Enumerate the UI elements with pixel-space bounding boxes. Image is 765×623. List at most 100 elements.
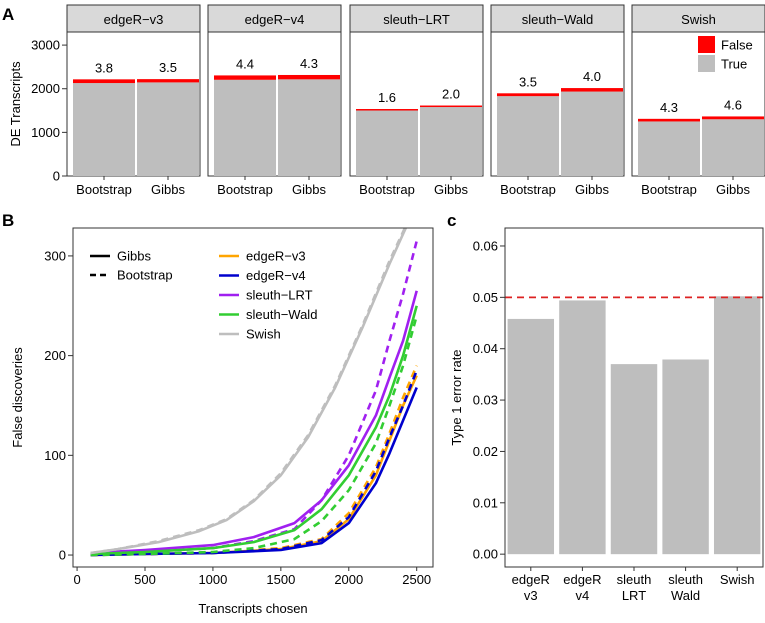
panel-b-y-tick-label: 200 (44, 348, 66, 363)
panel-b-y-tick-label: 100 (44, 448, 66, 463)
panel-a-y-tick-label: 0 (53, 169, 60, 184)
panel-b-x-tick-label: 1500 (266, 572, 295, 587)
facet-sleuth-wald-bar-true-gibbs (561, 91, 623, 176)
panel-c-y-tick-label: 0.03 (473, 393, 498, 408)
facet-edger-v3-bar-false-gibbs (137, 79, 199, 83)
panel-c-bar-edger-v4 (559, 300, 606, 555)
panel-c-bar-edger-v3 (507, 318, 555, 555)
panel-label-c: c (447, 211, 456, 230)
panel-a-y-tick-label: 2000 (31, 81, 60, 96)
series-line-swish-bootstrap (90, 228, 407, 555)
panel-c-bar-swish (713, 296, 761, 555)
facet-sleuth-lrt-bar-false-bootstrap (356, 109, 418, 111)
panel-c-x-tick-label-line2: v3 (524, 588, 538, 603)
facet-edger-v3-strip (66, 4, 201, 33)
panel-a-y-tick-label: 3000 (31, 38, 60, 53)
facet-edger-v3-bar-true-bootstrap (73, 83, 135, 176)
color-legend-label-edger-v3: edgeR−v3 (246, 249, 306, 264)
linetype-legend-label-bootstrap: Bootstrap (117, 268, 173, 283)
series-line-edger-v3-gibbs (90, 375, 418, 557)
series-line-edger-v3-bootstrap (90, 365, 418, 557)
panel-b-x-tick-label: 2000 (334, 572, 363, 587)
panel-b-y-tick-label: 0 (59, 548, 66, 563)
panel-a-faceted-bar-chart: DE Transcripts 0 1000 2000 3000 edgeR−v3 3.8 Bo… (8, 4, 765, 197)
facet-edger-v4-bar-true-gibbs (278, 79, 340, 176)
panel-a-y-tick-label: 1000 (31, 125, 60, 140)
facet-sleuth-wald-data-label-bootstrap: 3.5 (519, 74, 537, 89)
facet-edger-v4-x-tick-label-bootstrap: Bootstrap (217, 182, 273, 197)
facet-sleuth-wald-data-label-gibbs: 4.0 (583, 69, 601, 84)
panel-c-x-tick-label-line1: edgeR (563, 572, 601, 587)
facet-sleuth-lrt-x-tick-label-gibbs: Gibbs (434, 182, 468, 197)
facet-sleuth-wald-x-tick-label-gibbs: Gibbs (575, 182, 609, 197)
facet-sleuth-lrt-strip-title: sleuth−LRT (383, 12, 450, 27)
facet-edger-v3-x-tick-label-bootstrap: Bootstrap (76, 182, 132, 197)
facet-sleuth-lrt-strip (349, 4, 484, 33)
facet-sleuth-lrt-bar-true-bootstrap (356, 110, 418, 176)
panel-c-y-tick-label: 0.06 (473, 238, 498, 253)
panel-a-legend-key-true (698, 55, 715, 72)
panel-b-y-tick-label: 300 (44, 248, 66, 263)
facet-swish-data-label-gibbs: 4.6 (724, 97, 742, 112)
facet-sleuth-wald-strip-title: sleuth−Wald (522, 12, 593, 27)
panel-c-y-axis-title: Type 1 error rate (449, 349, 464, 445)
panel-b-x-axis-title: Transcripts chosen (198, 601, 307, 616)
panel-c-x-tick-label-line1: edgeR (512, 572, 550, 587)
facet-edger-v3-strip-title: edgeR−v3 (104, 12, 164, 27)
facet-edger-v3-data-label-gibbs: 3.5 (159, 60, 177, 75)
panel-c-x-tick-label-line1: sleuth (668, 572, 703, 587)
facet-sleuth-wald-bar-false-bootstrap (497, 93, 559, 97)
color-legend-label-sleuth-wald: sleuth−Wald (246, 307, 317, 322)
facet-edger-v4-strip-title: edgeR−v4 (245, 12, 305, 27)
color-legend-label-edger-v4: edgeR−v4 (246, 268, 306, 283)
panel-b-x-tick-label: 0 (73, 572, 80, 587)
series-line-sleuth-wald-bootstrap (90, 315, 418, 557)
facet-swish-x-tick-label-gibbs: Gibbs (716, 182, 750, 197)
panel-c-x-tick-label-line2: LRT (622, 588, 646, 603)
series-line-edger-v4-gibbs (90, 387, 418, 557)
facet-sleuth-wald-bar-false-gibbs (561, 88, 623, 92)
facet-swish-bar-false-gibbs (702, 116, 764, 120)
panel-c-y-tick-label: 0.05 (473, 290, 498, 305)
facet-edger-v3-bar-true-gibbs (137, 82, 199, 176)
panel-c-x-tick-label-line1: sleuth (617, 572, 652, 587)
panel-c-x-tick-label-line2: Wald (671, 588, 700, 603)
facet-swish-x-tick-label-bootstrap: Bootstrap (641, 182, 697, 197)
panel-label-b: B (2, 211, 14, 230)
panel-a-legend-label-true: True (721, 57, 747, 72)
facet-sleuth-lrt-bar-false-gibbs (420, 105, 482, 108)
facet-edger-v3-x-tick-label-gibbs: Gibbs (151, 182, 185, 197)
facet-sleuth-lrt-bar-true-gibbs (420, 106, 482, 176)
panel-b-border (72, 227, 434, 568)
series-line-edger-v4-bootstrap (90, 370, 418, 557)
facet-sleuth-lrt-data-label-bootstrap: 1.6 (378, 90, 396, 105)
panel-b-x-tick-label: 2500 (402, 572, 431, 587)
panel-c-border (504, 227, 764, 568)
facet-edger-v4-data-label-gibbs: 4.3 (300, 56, 318, 71)
panel-c-x-tick-label-line2: v4 (576, 588, 590, 603)
panel-b-y-axis-title: False discoveries (10, 347, 25, 448)
linetype-legend-label-gibbs: Gibbs (117, 249, 151, 264)
facet-sleuth-wald-strip (490, 4, 625, 33)
panel-c-y-tick-label: 0.04 (473, 341, 498, 356)
panel-a-y-axis-title: DE Transcripts (8, 61, 23, 147)
facet-edger-v4-bar-false-gibbs (278, 74, 340, 80)
facet-edger-v4-bar-true-bootstrap (214, 79, 276, 176)
facet-edger-v3-bar-false-bootstrap (73, 79, 135, 84)
panel-b-x-tick-label: 1000 (198, 572, 227, 587)
facet-swish-bar-true-bootstrap (638, 121, 700, 176)
color-legend-label-sleuth-lrt: sleuth−LRT (246, 288, 313, 303)
panel-c-y-tick-label: 0.02 (473, 444, 498, 459)
facet-sleuth-lrt-data-label-gibbs: 2.0 (442, 87, 460, 102)
facet-swish-strip-title: Swish (681, 12, 716, 27)
panel-b-series-group (90, 228, 418, 557)
panel-a-legend-key-false (698, 36, 715, 53)
panel-b-x-tick-label: 500 (134, 572, 156, 587)
facet-sleuth-wald-bar-true-bootstrap (497, 96, 559, 176)
facet-edger-v4-data-label-bootstrap: 4.4 (236, 56, 254, 71)
facet-sleuth-lrt-x-tick-label-bootstrap: Bootstrap (359, 182, 415, 197)
panel-c-y-tick-label: 0.00 (473, 547, 498, 562)
panel-c-y-tick-label: 0.01 (473, 495, 498, 510)
panel-a-legend-label-false: False (721, 38, 753, 53)
facet-edger-v4-strip (207, 4, 342, 33)
